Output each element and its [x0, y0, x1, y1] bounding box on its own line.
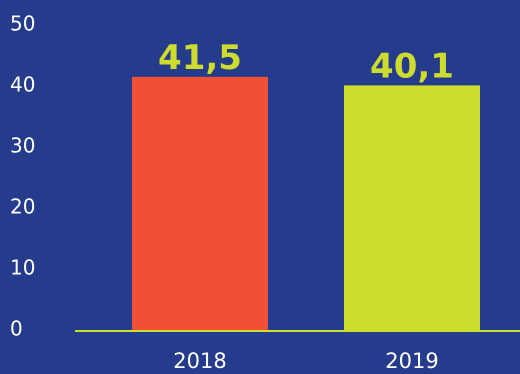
x-tick-label: 2018: [173, 349, 226, 373]
data-label: 41,5: [158, 38, 242, 78]
y-tick-label: 30: [10, 134, 35, 158]
x-tick-label: 2019: [385, 349, 438, 373]
y-tick-label: 40: [10, 73, 35, 97]
y-tick-label: 50: [10, 12, 35, 36]
y-tick-label: 0: [10, 317, 23, 341]
x-axis-labels: 2018 2019: [173, 349, 438, 373]
y-tick-label: 10: [10, 256, 35, 280]
y-tick-label: 20: [10, 195, 35, 219]
bar-2018: [132, 76, 268, 330]
data-label: 40,1: [370, 46, 454, 86]
data-labels: 41,5 40,1: [158, 38, 454, 87]
y-axis-ticks: 0 10 20 30 40 50: [10, 12, 35, 341]
bars: [132, 76, 480, 330]
bar-2019: [344, 85, 480, 330]
